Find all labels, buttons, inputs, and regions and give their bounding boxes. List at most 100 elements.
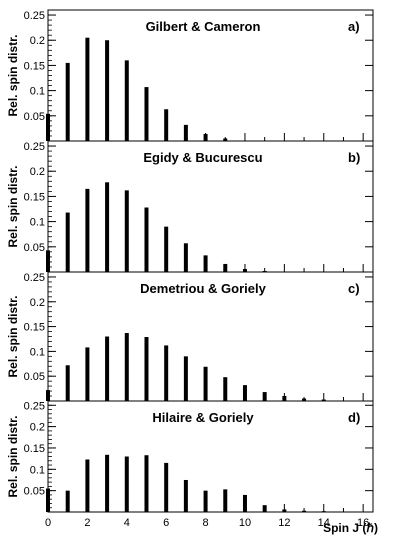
bar-j11 [262,505,267,512]
bar-j9 [223,377,228,401]
y-tick-label: 0.2 [30,297,45,309]
y-tick-label: 0.25 [24,141,45,153]
bar-j11 [262,392,267,401]
y-tick-label: 0.2 [30,422,45,434]
bar-j4 [124,190,129,272]
bar-j0 [46,488,50,512]
panels-group: 0.05 0.1 0.15 0.2 0.25 Gilbert & Cameron a) Rel… [6,9,374,529]
bar-j4 [124,60,129,142]
bar-j4 [124,333,129,401]
bar-j8 [203,490,208,512]
bar-j15 [341,511,346,513]
bar-j0 [46,250,50,272]
bar-j10 [242,385,247,401]
bar-j13 [302,398,307,401]
y-tick-label: 0.2 [30,166,45,178]
bar-j9 [223,489,228,512]
bar-j5 [144,455,149,512]
panel-d: 0.05 0.1 0.15 0.2 0.25 Hilaire & Goriely d) Rel… [6,400,374,529]
bar-j3 [105,336,110,401]
bar-j13 [302,510,307,512]
panel-title: Hilaire & Goriely [152,410,254,425]
bar-j6 [164,226,169,272]
panel-tag: c) [348,281,360,296]
y-tick-label: 0.15 [24,322,45,334]
bar-j7 [183,124,188,141]
y-tick-label: 0.05 [24,111,45,123]
bar-j8 [203,133,208,141]
y-axis-title: Rel. spin distr. [6,415,20,497]
y-tick-label: 0.25 [24,272,45,284]
bar-j7 [183,243,188,272]
y-tick-label: 0.1 [30,464,45,476]
y-axis-title: Rel. spin distr. [6,165,20,247]
y-tick-label: 0.2 [30,35,45,47]
y-tick-label: 0.25 [24,10,45,22]
bar-j2 [85,37,90,141]
x-tick-label: 8 [203,517,209,529]
y-tick-label: 0.1 [30,86,45,98]
panel-a: 0.05 0.1 0.15 0.2 0.25 Gilbert & Cameron a) Rel… [6,9,374,142]
y-tick-label: 0.25 [24,400,45,412]
panel-tag: a) [348,19,360,34]
bar-j2 [85,347,90,401]
y-tick-label: 0.05 [24,371,45,383]
x-axis-title: Spin J (ℏ) [323,521,378,535]
y-tick-label: 0.05 [24,242,45,254]
y-axis-title: Rel. spin distr. [6,34,20,116]
bar-j1 [65,212,70,272]
y-tick-label: 0.1 [30,346,45,358]
panel-title: Egidy & Bucurescu [143,150,262,165]
bar-j3 [105,454,110,512]
bar-j9 [223,263,228,272]
bar-j7 [183,479,188,512]
y-axis-title: Rel. spin distr. [6,295,20,377]
bar-j8 [203,255,208,272]
panel-title: Gilbert & Cameron [146,19,261,34]
panel-c: 0.05 0.1 0.15 0.2 0.25 Demetriou & Goriely c) R… [6,271,374,402]
bar-j4 [124,456,129,512]
panel-tag: b) [348,150,360,165]
bar-j12 [282,509,287,512]
y-tick-label: 0.15 [24,191,45,203]
bar-j5 [144,207,149,272]
bar-j2 [85,188,90,272]
bar-j9 [223,138,228,141]
x-tick-label: 2 [84,517,90,529]
bar-j2 [85,459,90,512]
x-tick-label: 0 [45,517,51,529]
x-tick-label: 10 [239,517,251,529]
x-tick-label: 12 [278,517,290,529]
bar-j5 [144,336,149,401]
bar-j6 [164,345,169,401]
bar-j12 [282,396,287,401]
x-tick-label: 6 [163,517,169,529]
bar-j1 [65,62,70,141]
bar-j0 [46,113,50,141]
bar-j8 [203,366,208,401]
bar-j10 [242,268,247,272]
bar-j1 [65,490,70,512]
panel-title: Demetriou & Goriely [140,281,266,296]
bar-j14 [321,511,326,512]
bar-j0 [46,390,50,401]
bar-j6 [164,462,169,512]
x-tick-label: 14 [318,517,330,529]
bar-j3 [105,40,110,141]
bar-j7 [183,356,188,401]
bar-j5 [144,87,149,141]
y-tick-label: 0.1 [30,217,45,229]
bar-j3 [105,182,110,272]
bar-j14 [321,399,326,401]
bar-j10 [242,494,247,512]
x-tick-label: 16 [357,517,369,529]
y-tick-label: 0.15 [24,60,45,72]
bar-j1 [65,365,70,401]
y-tick-label: 0.15 [24,443,45,455]
bar-j6 [164,109,169,141]
y-tick-label: 0.05 [24,486,45,498]
panel-b: 0.05 0.1 0.15 0.2 0.25 Egidy & Bucurescu b) Rel… [6,140,374,273]
x-tick-label: 4 [124,517,130,529]
bar-j11 [262,270,267,272]
